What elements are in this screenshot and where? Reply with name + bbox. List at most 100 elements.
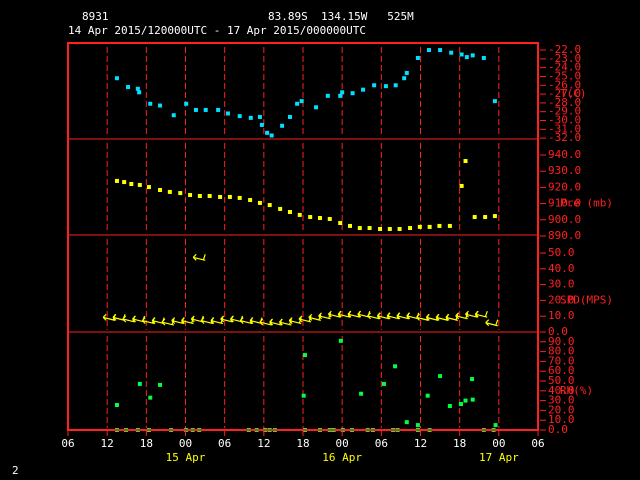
wind-barb [416,313,430,321]
y-tick-label: -26.0 [548,78,581,91]
data-point [225,111,230,116]
y-tick-label: -29.0 [548,105,581,118]
data-point [397,227,402,232]
data-point [137,381,142,386]
day-label: 16 Apr [322,451,362,464]
data-point [129,182,134,187]
data-point [314,105,319,110]
data-point [178,191,183,196]
data-point [350,91,355,96]
wind-barb [465,310,479,318]
x-tick-label: 12 [414,437,427,450]
y-tick-label: -27.0 [548,87,581,100]
data-point [114,403,119,408]
x-tick-label: 18 [296,437,309,450]
data-point [257,200,262,205]
y-tick-label: -31.0 [548,122,581,135]
data-point [167,189,172,194]
y-tick-label: 30.0 [548,394,575,407]
y-tick-label: 890.0 [548,229,581,242]
data-point [308,215,313,220]
y-tick-label: -23.0 [548,52,581,65]
data-point [387,227,392,232]
data-point [338,93,343,98]
x-tick-label: 00 [336,437,349,450]
y-axis-label: Pre (mb) [560,197,613,210]
data-point [408,226,413,231]
data-point [137,90,142,95]
y-tick-label: 920.0 [548,180,581,193]
wind-barb [161,318,175,326]
data-point [158,187,163,192]
x-tick-label: 06 [61,437,74,450]
data-point [357,226,362,231]
data-point [278,206,283,211]
data-point [317,216,322,221]
data-point [426,48,431,53]
x-tick-label: 12 [101,437,114,450]
wind-barb [102,313,116,321]
wind-barb [406,312,420,320]
data-point [463,398,468,403]
data-point [184,101,189,106]
y-tick-label: 10.0 [548,309,575,322]
wind-barb [122,315,136,323]
data-point [361,87,366,92]
day-label: 17 Apr [479,451,519,464]
data-point [280,123,285,128]
y-tick-label: 0.0 [548,423,568,436]
station-id: 8931 [82,10,109,23]
data-point [203,107,208,112]
data-point [338,338,343,343]
data-point [301,393,306,398]
day-label: 15 Apr [166,451,206,464]
data-point [287,114,292,119]
wind-barb [230,315,244,323]
data-point [438,374,443,379]
data-point [492,214,497,219]
wind-barb [112,313,126,321]
data-point [447,403,452,408]
data-point [299,99,304,104]
data-point [325,93,330,98]
data-point [404,420,409,425]
data-point [114,178,119,183]
data-point [248,115,253,120]
wind-barb [151,317,165,325]
data-point [227,194,232,199]
y-tick-label: 30.0 [548,278,575,291]
data-point [297,212,302,217]
y-tick-label: 20.0 [548,293,575,306]
data-point [464,55,469,60]
y-tick-label: 930.0 [548,164,581,177]
x-tick-label: 00 [492,437,505,450]
y-tick-label: 20.0 [548,403,575,416]
x-tick-label: 06 [375,437,388,450]
wind-barb [249,317,263,325]
y-tick-label: -30.0 [548,114,581,127]
wind-barb [445,313,459,321]
data-point [171,113,176,118]
data-point [148,395,153,400]
wind-barb [347,310,361,318]
data-point [463,159,468,164]
y-tick-label: 910.0 [548,197,581,210]
y-tick-label: 940.0 [548,148,581,161]
y-tick-label: 40.0 [548,262,575,275]
data-point [216,107,221,112]
data-point [148,101,153,106]
data-point [340,90,345,95]
data-point [269,133,274,138]
wind-barb [435,313,449,321]
wind-barb [181,317,195,325]
y-tick-label: 40.0 [548,384,575,397]
wind-barb [239,317,253,325]
wind-barb [132,315,146,323]
wind-barb [474,310,488,318]
data-point [265,130,270,135]
y-tick-label: 80.0 [548,345,575,358]
y-tick-label: 900.0 [548,213,581,226]
y-tick-label: -22.0 [548,43,581,56]
data-point [449,50,454,55]
data-point [207,193,212,198]
